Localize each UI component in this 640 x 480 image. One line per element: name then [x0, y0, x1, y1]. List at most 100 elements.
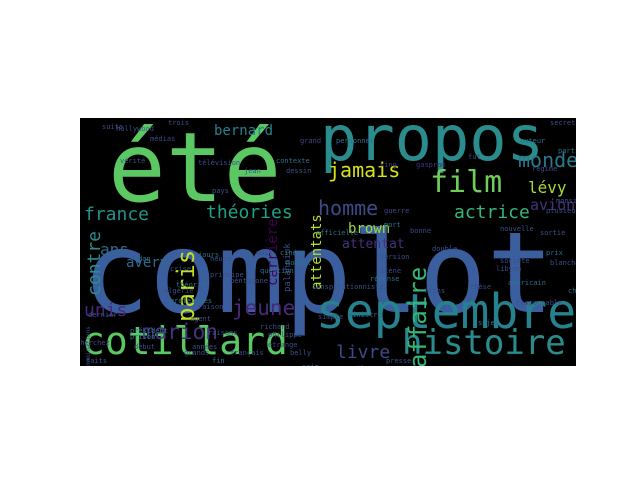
word-96: grands — [184, 349, 210, 357]
word-30: king — [380, 161, 397, 169]
word-34: principe — [210, 271, 244, 279]
word-47: thèse — [470, 283, 492, 291]
word-76: nouvelle — [500, 225, 534, 233]
word-66: fin — [212, 357, 225, 365]
word-55: pentagone — [230, 277, 268, 285]
word-67: agent — [190, 315, 212, 323]
word-68: étrange — [268, 341, 298, 349]
word-104: presse — [386, 357, 412, 365]
word-13: jeune — [232, 296, 296, 320]
word-40: double — [432, 245, 458, 253]
word-61: cherchez — [80, 339, 110, 347]
word-54: théorie — [176, 281, 206, 289]
word-81: moment — [286, 259, 312, 267]
word-60: crise — [170, 265, 192, 273]
word-73: hollywood — [116, 125, 154, 133]
word-50: auteur — [520, 137, 546, 145]
word-71: trois — [168, 119, 190, 127]
word-89: responsable — [516, 299, 563, 307]
word-8: monde — [518, 148, 576, 172]
word-20: ans — [100, 240, 129, 259]
word-25: lévy — [528, 178, 567, 197]
word-99: guerre — [384, 207, 410, 215]
word-102: dernier — [88, 311, 118, 319]
word-51: plusieurs — [546, 207, 576, 215]
word-103: ministre — [348, 311, 382, 319]
word-105: raison — [198, 303, 224, 311]
word-28: avery — [126, 255, 169, 271]
word-97: grotesques — [170, 297, 213, 305]
word-74: scène — [380, 267, 402, 275]
word-78: partie — [558, 147, 576, 155]
word-10: affaire — [404, 266, 432, 366]
word-6: film — [430, 165, 503, 200]
word-80: français — [230, 349, 264, 357]
word-23: attentats — [309, 214, 325, 290]
word-72: dan — [138, 255, 151, 263]
word-83: simple — [318, 313, 344, 321]
word-70: heure — [210, 255, 232, 263]
word-32: conspirationniste — [312, 283, 384, 291]
word-17: france — [84, 204, 150, 225]
word-88: frans — [424, 287, 446, 295]
word-85: belly — [290, 349, 312, 357]
word-92: dessin — [286, 167, 312, 175]
word-65: suite — [102, 123, 124, 131]
word-49: télévision — [198, 159, 241, 167]
word-77: bonne — [410, 227, 432, 235]
word-100: mort — [384, 221, 401, 229]
word-21: bernard — [214, 123, 274, 139]
word-101: pays — [212, 187, 229, 195]
word-93: noir — [256, 249, 273, 257]
word-16: théories — [206, 202, 293, 223]
word-98: jean — [244, 167, 261, 175]
word-56: richard — [260, 323, 290, 331]
word-79: secret — [550, 119, 576, 127]
word-37: libyen — [496, 265, 522, 273]
word-36: sortie — [540, 229, 566, 237]
word-107: faits — [86, 357, 108, 365]
word-45: blanche — [550, 259, 576, 267]
word-75: réponse — [370, 275, 400, 283]
word-35: personnes — [336, 137, 374, 145]
word-84: contexte — [276, 157, 310, 165]
word-42: américain — [508, 279, 546, 287]
word-33: fut — [468, 153, 481, 161]
word-86: grand — [300, 137, 322, 145]
word-44: version — [380, 253, 410, 261]
word-19: unis — [84, 300, 128, 321]
word-64: début — [134, 343, 156, 351]
word-31: gaspram — [416, 161, 446, 169]
word-52: vérité — [120, 157, 146, 165]
word-59: algérie — [164, 287, 194, 295]
word-4: cotillard — [82, 319, 288, 363]
word-106: sein — [302, 364, 319, 367]
word-15: actrice — [454, 202, 530, 223]
word-24: attentat — [342, 237, 405, 252]
word-43: prix — [546, 249, 563, 257]
word-26: avion — [530, 196, 576, 214]
word-1: été — [108, 118, 282, 224]
word-14: livre — [336, 342, 391, 363]
word-12: marion — [142, 320, 218, 344]
word-27: brown — [348, 221, 391, 237]
word-87: question — [260, 267, 294, 275]
word-41: société — [500, 257, 530, 265]
word-58: président — [130, 327, 168, 335]
word-69: jours — [198, 251, 220, 259]
word-2: propos — [320, 118, 544, 175]
word-53: médias — [150, 135, 176, 143]
word-7: jamais — [328, 158, 401, 182]
word-95: raisons — [208, 329, 238, 337]
word-90: régime — [532, 165, 558, 173]
word-3: septembre — [316, 284, 576, 340]
word-5: histoire — [402, 323, 566, 363]
word-0: complot — [82, 209, 555, 339]
word-94: chose — [568, 287, 576, 295]
word-63: années — [192, 343, 218, 351]
word-39: cinéma — [280, 249, 306, 257]
word-91: sujet — [478, 319, 500, 327]
word-9: homme — [318, 196, 379, 220]
word-cloud: complot été propos septembre cotillard histoi… — [80, 118, 576, 366]
word-62: prison — [130, 333, 156, 341]
